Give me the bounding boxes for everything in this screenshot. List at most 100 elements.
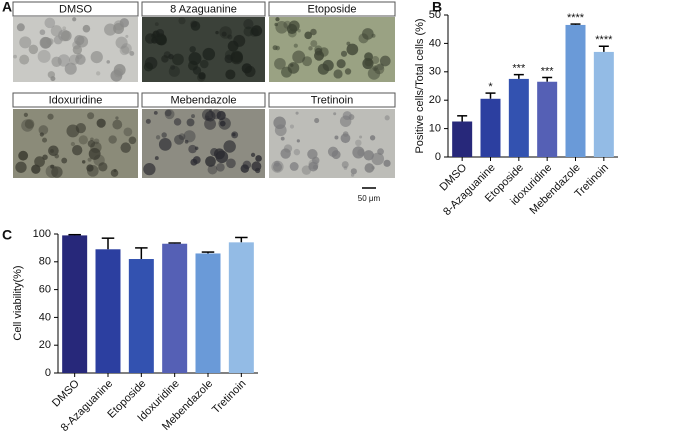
cell (145, 118, 151, 124)
cell (48, 145, 59, 157)
cell (304, 31, 312, 40)
cell (275, 17, 280, 22)
cell (204, 115, 210, 121)
cell (72, 145, 83, 156)
y-tick-label: 0 (435, 151, 441, 163)
significance: *** (512, 63, 526, 75)
cell (240, 164, 250, 173)
cell (280, 136, 285, 141)
cell (205, 156, 216, 167)
image-grid: DMSO 8 Azaguanine Etoposide Idoxuridine Mebe… (12, 1, 396, 178)
y-axis-label: Positive cells/Total cells (%) (414, 18, 426, 153)
cell (42, 154, 48, 160)
panel-label: A (2, 0, 12, 15)
cell (287, 28, 297, 38)
cell (273, 116, 286, 130)
image-label: Mebendazole (170, 94, 236, 106)
cell (90, 137, 94, 142)
bar (128, 259, 154, 373)
cell (340, 133, 351, 144)
panel-label: B (432, 0, 442, 15)
cell (293, 43, 298, 48)
cell (153, 110, 158, 115)
bar (452, 121, 473, 157)
cell (289, 162, 299, 171)
cell (364, 163, 375, 173)
cell (308, 161, 319, 172)
label-box (12, 92, 139, 108)
bar (480, 98, 501, 157)
cell (75, 54, 86, 65)
cell (219, 26, 232, 39)
cell (359, 135, 363, 139)
y-axis-label: Cell viability(%) (12, 265, 24, 340)
cell (342, 111, 352, 121)
cell (98, 162, 108, 172)
cell (314, 117, 320, 124)
cell (88, 147, 101, 160)
cell (121, 43, 132, 54)
cell (13, 54, 17, 59)
bar (228, 242, 254, 373)
cell (78, 135, 88, 145)
cell (24, 119, 35, 129)
cell (362, 57, 374, 70)
cell (19, 54, 30, 65)
bar (565, 24, 586, 157)
cell (243, 19, 254, 30)
cell (226, 158, 236, 169)
cell (283, 20, 292, 29)
cell (199, 59, 209, 69)
cell (296, 139, 300, 143)
y-tick-label: 50 (429, 9, 441, 21)
y-tick-label: 20 (39, 339, 51, 351)
cell (334, 135, 339, 140)
cell (119, 18, 129, 28)
cell (289, 124, 295, 129)
cell (39, 29, 46, 36)
y-tick-label: 20 (429, 94, 441, 106)
y-tick-label: 10 (429, 123, 441, 135)
cell (96, 71, 101, 76)
cell (164, 109, 172, 117)
cell (47, 113, 54, 120)
cell (209, 109, 213, 113)
cell (39, 36, 52, 49)
cell (158, 138, 172, 151)
cell (340, 50, 348, 57)
cell (19, 36, 32, 49)
cell (119, 45, 130, 56)
cell (113, 169, 117, 173)
cell (233, 34, 246, 47)
bar (593, 51, 614, 157)
x-tick-label: DMSO (50, 377, 82, 409)
cell (170, 64, 176, 70)
label-box (268, 1, 396, 17)
cell (371, 33, 376, 38)
cell (54, 153, 60, 159)
cell (115, 116, 119, 120)
cell (72, 17, 77, 22)
cell (161, 132, 167, 138)
cell (15, 161, 27, 173)
y-tick-label: 100 (33, 228, 51, 240)
cell (190, 158, 198, 166)
cell (76, 35, 89, 48)
cell (108, 135, 117, 144)
cell (287, 62, 300, 74)
cell (81, 160, 86, 164)
bar (508, 78, 529, 157)
cell (23, 112, 28, 118)
cell (331, 150, 341, 160)
cell (156, 35, 167, 46)
cell (16, 23, 25, 32)
cell (82, 24, 91, 33)
cell (188, 144, 197, 154)
cell (34, 156, 45, 168)
cell (186, 118, 195, 127)
cell (51, 56, 62, 67)
cell (189, 46, 196, 53)
cell (178, 17, 186, 25)
significance: *** (541, 65, 555, 77)
